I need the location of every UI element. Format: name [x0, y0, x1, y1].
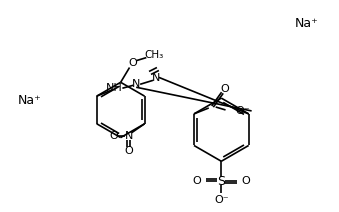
Text: N: N — [132, 79, 140, 89]
Text: O: O — [242, 176, 251, 186]
Text: O: O — [220, 84, 229, 94]
Text: O⁻: O⁻ — [214, 195, 228, 205]
Text: Na⁺: Na⁺ — [18, 93, 42, 107]
Text: NH: NH — [106, 83, 123, 93]
Text: N: N — [152, 73, 160, 83]
Text: O: O — [124, 146, 133, 156]
Text: O: O — [128, 58, 137, 68]
Text: O: O — [109, 131, 118, 141]
Text: O⁻: O⁻ — [235, 106, 250, 116]
Text: N: N — [125, 131, 133, 141]
Text: S: S — [217, 174, 225, 187]
Text: O: O — [192, 176, 201, 186]
Text: CH₃: CH₃ — [144, 50, 164, 60]
Text: Na⁺: Na⁺ — [294, 17, 318, 30]
